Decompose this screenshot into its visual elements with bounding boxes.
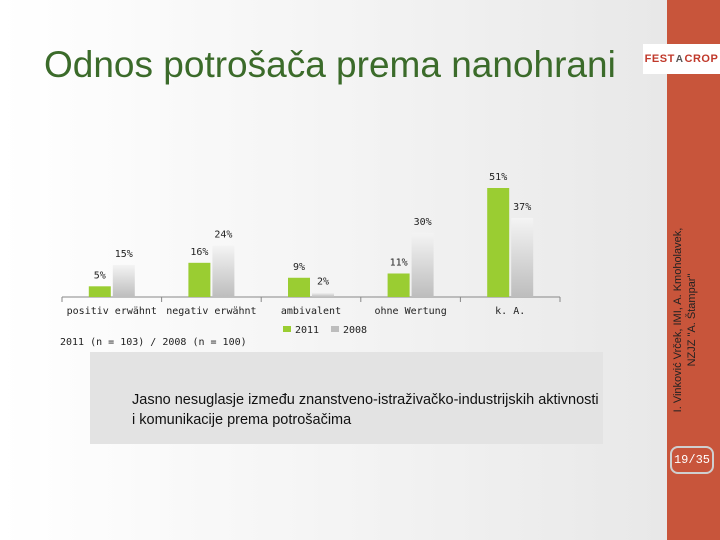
data-label-2011-0: 5% bbox=[94, 270, 106, 281]
conclusion-text: Jasno nesuglasje između znanstveno-istra… bbox=[132, 392, 599, 428]
bar-2011-1 bbox=[188, 262, 211, 297]
category-label-3: ohne Wertung bbox=[374, 306, 446, 317]
legend-swatch-2008 bbox=[331, 326, 339, 332]
bar-2011-0 bbox=[88, 286, 111, 297]
bar-2008-0 bbox=[112, 264, 135, 297]
category-label-4: k. A. bbox=[495, 306, 525, 317]
festacrop-logo: FEST A CROP bbox=[643, 44, 720, 74]
bar-2011-4 bbox=[487, 188, 510, 297]
conclusion-banner bbox=[90, 352, 603, 444]
category-label-1: negativ erwähnt bbox=[166, 306, 256, 317]
bar-2011-2 bbox=[288, 277, 310, 297]
side-credit-container: I. Vinković Vrček, IMI, A. Kmoholavek, N… bbox=[671, 220, 717, 420]
bar-2008-1 bbox=[212, 245, 235, 297]
data-label-2008-1: 24% bbox=[214, 230, 232, 241]
slide-title: Odnos potrošača prema nanohrani bbox=[44, 44, 616, 85]
logo-left-text: FEST bbox=[644, 53, 675, 65]
data-label-2008-4: 37% bbox=[513, 202, 531, 213]
legend-label-2008: 2008 bbox=[343, 325, 367, 336]
page-number: 19/35 bbox=[670, 446, 714, 474]
data-label-2011-1: 16% bbox=[190, 247, 208, 258]
logo-mark: A bbox=[675, 53, 684, 65]
data-label-2008-3: 30% bbox=[414, 217, 432, 228]
data-label-2011-4: 51% bbox=[489, 172, 507, 183]
legend-label-2011: 2011 bbox=[295, 325, 319, 336]
bar-2008-2 bbox=[312, 292, 334, 297]
bar-2008-4 bbox=[511, 217, 534, 297]
data-label-2008-2: 2% bbox=[317, 277, 329, 288]
category-label-0: positiv erwähnt bbox=[67, 306, 157, 317]
side-credit-text: I. Vinković Vrček, IMI, A. Kmoholavek, N… bbox=[672, 227, 698, 413]
data-label-2011-3: 11% bbox=[390, 257, 408, 268]
logo-right-text: CROP bbox=[684, 53, 719, 65]
data-label-2011-2: 9% bbox=[293, 262, 305, 273]
category-label-2: ambivalent bbox=[281, 306, 341, 317]
bar-2008-3 bbox=[411, 232, 434, 297]
bar-2011-3 bbox=[387, 273, 410, 297]
data-label-2008-0: 15% bbox=[115, 249, 133, 260]
legend-swatch-2011 bbox=[283, 326, 291, 332]
sample-size-note: 2011 (n = 103) / 2008 (n = 100) bbox=[60, 337, 247, 348]
bar-chart: 5% 15% positiv erwähnt 16% 24% negativ erwähn… bbox=[60, 172, 561, 348]
